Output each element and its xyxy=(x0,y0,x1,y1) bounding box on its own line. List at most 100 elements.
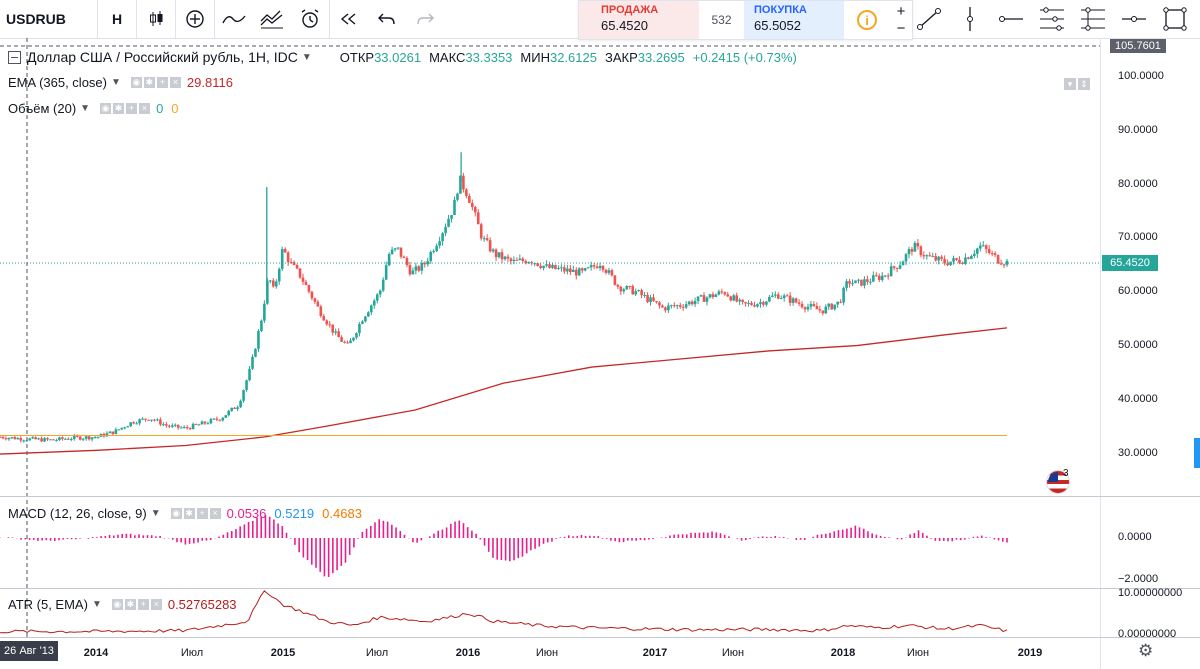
atr-label[interactable]: ATR (5, EMA) xyxy=(8,597,88,612)
pane-separator[interactable] xyxy=(0,588,1200,589)
eye-icon[interactable]: ◉ xyxy=(130,77,142,88)
candle-body xyxy=(934,256,938,261)
candle-body xyxy=(233,407,236,409)
remove-icon[interactable]: × xyxy=(139,103,151,114)
eye-icon[interactable]: ◉ xyxy=(111,599,123,610)
candles-icon[interactable] xyxy=(137,0,175,38)
candle-body xyxy=(509,258,513,262)
candle-body xyxy=(456,193,459,200)
vertical-line-icon[interactable] xyxy=(949,0,990,38)
more-icon[interactable]: + xyxy=(196,508,208,519)
candle-body xyxy=(961,262,964,264)
remove-icon[interactable]: × xyxy=(150,599,162,610)
series-title[interactable]: Доллар США / Российский рубль, 1H, IDC xyxy=(27,49,298,65)
more-icon[interactable]: + xyxy=(126,103,138,114)
candle-body xyxy=(964,257,967,264)
buy-button[interactable]: ПОКУПКА 65.5052 xyxy=(744,1,844,39)
candle-body xyxy=(120,427,124,430)
time-axis-label: Июл xyxy=(180,647,204,659)
candle-body xyxy=(31,437,34,439)
candle-body xyxy=(370,305,373,313)
alert-icon[interactable] xyxy=(291,0,329,38)
candle-body xyxy=(322,316,326,321)
candle-body xyxy=(984,245,988,250)
candle-body xyxy=(364,316,367,322)
plus-button[interactable]: + xyxy=(896,3,906,20)
chevron-down-icon[interactable]: ▼ xyxy=(301,51,312,63)
more-icon[interactable]: + xyxy=(156,77,168,88)
candle-body xyxy=(714,294,718,298)
trendline-icon[interactable] xyxy=(908,0,949,38)
scrollbar-handle[interactable] xyxy=(1194,438,1200,468)
chevron-down-icon[interactable]: ▾ xyxy=(1064,78,1076,90)
indicators-icon[interactable] xyxy=(253,0,291,38)
settings-icon[interactable]: ✱ xyxy=(113,103,125,114)
pane-separator[interactable] xyxy=(0,496,1200,497)
candle-body xyxy=(367,312,370,317)
candle-body xyxy=(16,438,20,440)
replay-icon[interactable] xyxy=(330,0,368,38)
time-axis-label: 2015 xyxy=(270,647,296,659)
chevron-down-icon[interactable]: ▼ xyxy=(91,599,102,610)
candle-body xyxy=(438,241,441,246)
time-axis-label: 2019 xyxy=(1017,647,1043,659)
pitchfork-icon[interactable] xyxy=(1031,0,1072,38)
horizontal-ray-icon[interactable] xyxy=(990,0,1031,38)
candle-body xyxy=(64,438,67,440)
candle-body xyxy=(468,195,471,203)
price-axis-label: 100.0000 xyxy=(1118,70,1164,82)
candle-body xyxy=(328,324,332,326)
candle-body xyxy=(857,279,860,281)
macd-axis-label: 0.0000 xyxy=(1118,531,1152,543)
candle-body xyxy=(907,249,911,255)
settings-icon[interactable]: ✱ xyxy=(183,508,195,519)
remove-icon[interactable]: × xyxy=(169,77,181,88)
candle-body xyxy=(809,304,813,307)
macd-label[interactable]: MACD (12, 26, close, 9) xyxy=(8,506,147,521)
settings-icon[interactable]: ✱ xyxy=(143,77,155,88)
candle-body xyxy=(173,424,177,426)
us-flag-icon[interactable] xyxy=(1046,470,1070,494)
more-icon[interactable]: + xyxy=(137,599,149,610)
candle-body xyxy=(129,422,133,427)
rectangle-icon[interactable] xyxy=(1154,0,1195,38)
maximize-icon[interactable]: ⇕ xyxy=(1078,78,1090,90)
candle-body xyxy=(610,270,614,276)
chevron-down-icon[interactable]: ▼ xyxy=(111,77,121,88)
candle-body xyxy=(22,440,26,442)
time-axis-label: 2017 xyxy=(642,647,668,659)
candle-body xyxy=(239,400,242,408)
candle-body xyxy=(123,427,127,429)
candle-body xyxy=(545,264,548,266)
symbol-search-button[interactable]: USDRUB xyxy=(0,0,98,38)
minus-button[interactable]: − xyxy=(896,20,906,37)
ema-label[interactable]: EMA (365, close) xyxy=(8,75,107,90)
settings-icon[interactable]: ✱ xyxy=(124,599,136,610)
fib-retracement-icon[interactable] xyxy=(1072,0,1113,38)
undo-icon[interactable] xyxy=(368,0,406,38)
chevron-down-icon[interactable]: ▼ xyxy=(150,508,161,519)
candle-body xyxy=(153,419,156,421)
candle-body xyxy=(750,302,753,305)
candle-body xyxy=(993,253,997,255)
interval-button[interactable]: H xyxy=(111,11,123,27)
volume-label[interactable]: Объём (20) xyxy=(8,101,77,116)
candle-body xyxy=(156,419,159,421)
candle-body xyxy=(678,305,682,307)
add-indicator-icon[interactable] xyxy=(176,0,214,38)
candle-body xyxy=(230,407,233,411)
gear-icon[interactable]: ⚙ xyxy=(1138,641,1154,660)
eye-icon[interactable]: ◉ xyxy=(100,103,112,114)
candle-body xyxy=(494,249,498,258)
info-icon[interactable]: i xyxy=(844,1,890,39)
collapse-icon[interactable] xyxy=(8,50,21,64)
candle-body xyxy=(554,264,557,270)
sell-button[interactable]: ПРОДАЖА 65.4520 xyxy=(579,1,699,39)
compare-icon[interactable] xyxy=(215,0,253,38)
eye-icon[interactable]: ◉ xyxy=(170,508,182,519)
redo-icon[interactable] xyxy=(406,0,444,38)
price-range-icon[interactable] xyxy=(1113,0,1154,38)
remove-icon[interactable]: × xyxy=(209,508,221,519)
chevron-down-icon[interactable]: ▼ xyxy=(80,103,91,114)
